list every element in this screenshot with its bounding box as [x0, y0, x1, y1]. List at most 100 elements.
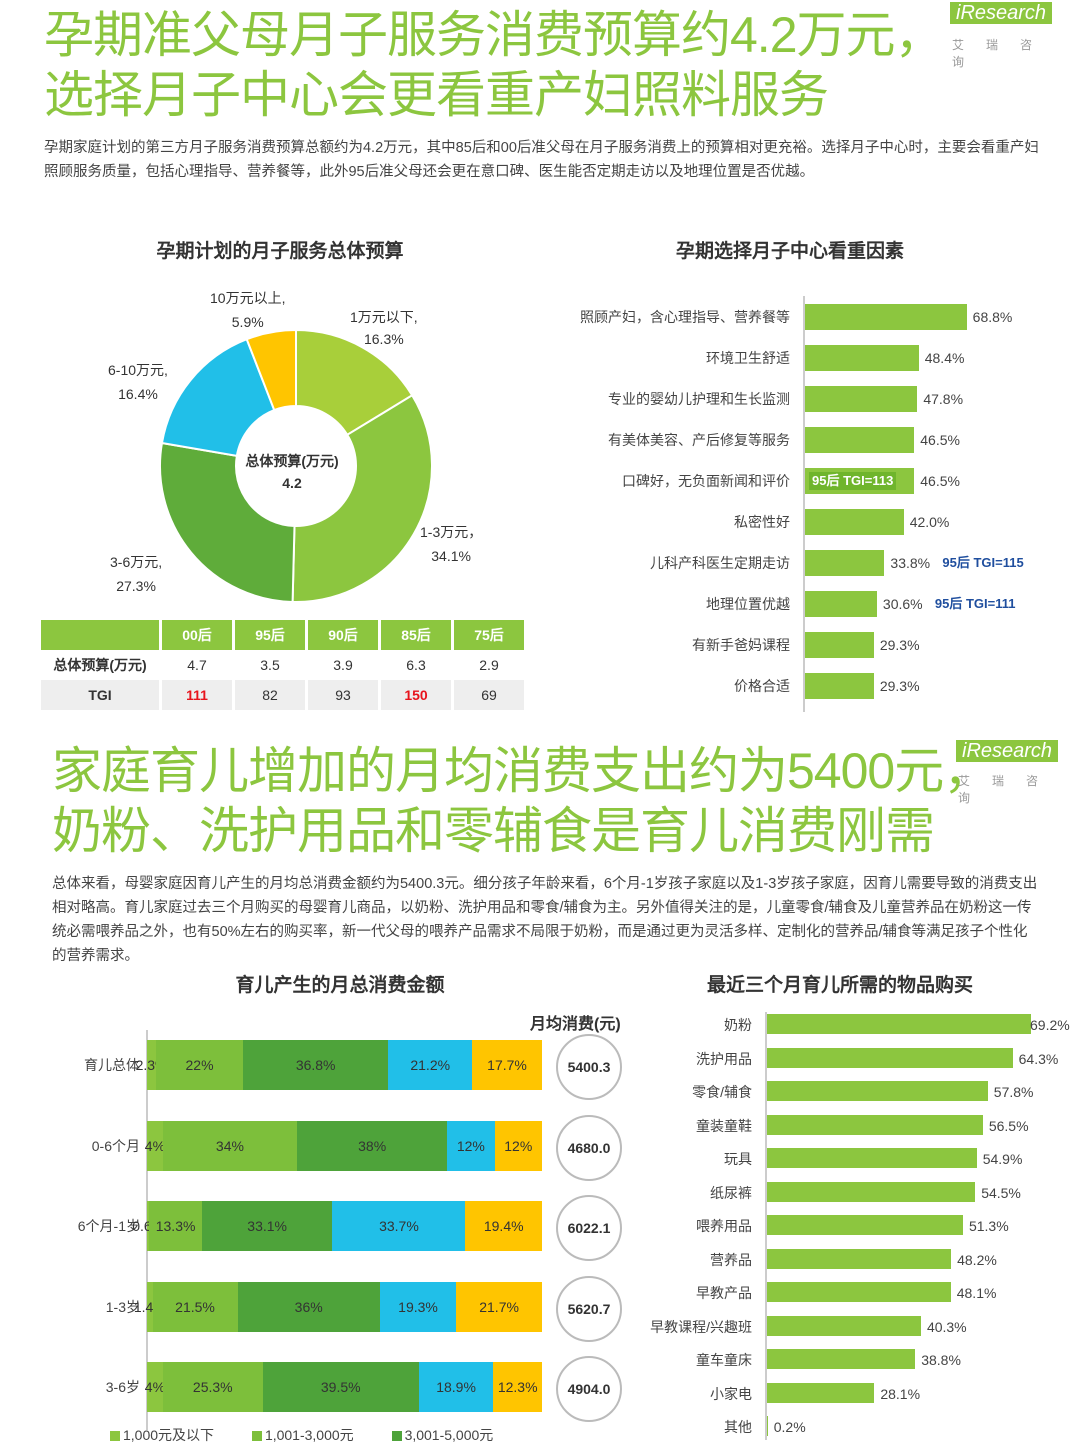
headline-2: 选择月子中心会更看重产妇照料服务	[44, 67, 829, 123]
logo-text: iResearch	[950, 2, 1053, 24]
factor-bar-value: 68.8%	[972, 309, 1013, 325]
legend-item: 1,000元及以下	[110, 1427, 214, 1443]
factor-bar-label: 价格合适	[734, 678, 790, 694]
purchase-bar-value: 48.2%	[957, 1251, 997, 1268]
table-cell: 69	[454, 680, 524, 710]
table-header-cell	[41, 620, 159, 650]
factor-bar-label: 有美体美容、产后修复等服务	[608, 432, 790, 448]
purchase-axis-line	[765, 1012, 767, 1440]
stack-segment: 34%	[162, 1120, 298, 1171]
logo-subtitle-2: 艾瑞咨询	[958, 774, 1061, 805]
factor-bar-label: 环境卫生舒适	[706, 350, 790, 366]
factor-bar	[805, 632, 874, 658]
donut-slice	[245, 328, 297, 412]
donut-label-2: 1-3万元， 34.1%	[420, 520, 482, 568]
stack-row-label: 6个月-1岁	[77, 1218, 140, 1234]
donut-label-5: 10万元以上, 5.9%	[210, 286, 285, 334]
donut-label-pct: 16.4%	[118, 386, 158, 402]
factor-bar-value: 46.5%	[920, 432, 960, 448]
purchase-bar-label: 营养品	[710, 1251, 752, 1268]
donut-label-pct: 34.1%	[431, 548, 471, 564]
stack-segment: 4%	[145, 1362, 165, 1412]
factor-bar-value: 42.0%	[909, 514, 950, 530]
factor-bar	[805, 550, 885, 576]
stack-segment: 18.9%	[418, 1362, 494, 1412]
table-cell: 2.9	[454, 650, 524, 680]
donut-label-name: 10万元以上,	[210, 290, 286, 306]
factor-bar-chart: 照顾产妇，含心理指导、营养餐等 68.8% 环境卫生舒适 48.4% 专业的婴幼儿护理和…	[520, 304, 1060, 714]
stack-segment: 19.3%	[379, 1281, 457, 1332]
donut-label-name: 3-6万元,	[110, 554, 163, 570]
legend-item: 3,001-5,000元	[391, 1427, 493, 1443]
factor-bar-label: 口碑好，无负面新闻和评价	[622, 473, 790, 489]
stack-segment: 39.5%	[262, 1362, 419, 1412]
intro-paragraph-1: 孕期家庭计划的第三方月子服务消费预算总额约为4.2万元，其中85后和00后准父母…	[44, 140, 1039, 180]
monthly-avg-circle: 6022.1	[556, 1195, 622, 1261]
iresearch-logo: iResearch	[950, 2, 1053, 25]
legend-item: 1,001-3,000元	[251, 1427, 354, 1443]
table-cell: 3.9	[308, 650, 378, 680]
factor-bar-label: 专业的婴幼儿护理和生长监测	[608, 391, 790, 407]
stack-legend: 1,000元及以下 1,001-3,000元 3,001-5,000元	[110, 1425, 493, 1445]
purchase-bar-label: 奶粉	[724, 1017, 752, 1033]
purchase-bar-value: 64.3%	[1018, 1050, 1059, 1067]
legend-swatch	[391, 1431, 402, 1442]
intro-paragraph-2: 总体来看，母婴家庭因育儿产生的月均总消费金额约为5400.3元。细分孩子年龄来看…	[52, 876, 1038, 964]
stacked-bar: 1.4% 21.5% 36% 19.3% 21.7%	[134, 1281, 542, 1332]
donut-label-pct: 5.9%	[231, 314, 264, 330]
purchase-bar	[767, 1416, 768, 1436]
table-row: 总体预算(万元) 4.7 3.5 3.9 6.3 2.9	[41, 650, 524, 680]
stack-segment: 4%	[145, 1120, 165, 1171]
donut-slice	[291, 393, 433, 603]
purchase-bar	[767, 1382, 875, 1403]
table-cell-highlight: 111	[162, 680, 232, 710]
donut-slice	[160, 337, 276, 458]
purchase-bar	[767, 1282, 951, 1302]
stacked-bar: 2.3% 22% 36.8% 21.2% 17.7%	[136, 1040, 542, 1090]
purchase-bar-label: 纸尿裤	[710, 1184, 752, 1201]
purchase-bar	[767, 1215, 963, 1235]
purchase-bar	[767, 1114, 983, 1135]
purchase-bar-label: 小家电	[710, 1385, 752, 1402]
monthly-header: 月均消费(元)	[530, 1016, 621, 1033]
stack-segment: 12.3%	[493, 1362, 542, 1412]
stacked-bar-chart: 育儿总体 2.3% 22% 36.8% 21.2% 17.7% 5400.3 0-6个月 4% 3…	[40, 1034, 640, 1422]
purchase-bar-value: 57.8%	[993, 1084, 1034, 1100]
stack-segment: 13.3%	[149, 1201, 202, 1251]
purchase-chart-title: 最近三个月育儿所需的物品购买	[706, 975, 973, 996]
factor-bar-value: 47.8%	[923, 391, 964, 407]
purchase-bar-value: 54.5%	[981, 1184, 1021, 1201]
factor-bar	[805, 509, 904, 535]
factor-bar-value: 46.5%	[920, 473, 960, 489]
purchase-bar-label: 喂养用品	[696, 1218, 752, 1234]
stack-segment: 33.7%	[332, 1201, 466, 1251]
donut-chart	[159, 328, 433, 603]
donut-label-pct: 27.3%	[116, 578, 156, 594]
factor-bar	[805, 386, 918, 412]
stack-segment: 17.7%	[472, 1040, 542, 1090]
headline-1: 孕期准父母月子服务消费预算约4.2万元，	[44, 7, 945, 63]
stack-segment: 38%	[297, 1120, 448, 1171]
donut-label-3: 3-6万元, 27.3%	[110, 550, 162, 598]
purchase-bar	[767, 1349, 916, 1369]
legend-label: 1,000元及以下	[123, 1427, 215, 1443]
purchase-bar	[767, 1248, 952, 1269]
factor-bar	[805, 427, 915, 453]
purchase-bar-label: 玩具	[724, 1151, 752, 1167]
table-row-label: TGI	[41, 680, 159, 710]
purchase-bar	[767, 1148, 977, 1168]
factor-bar-value: 29.3%	[879, 678, 920, 694]
factor-bar-label: 地理位置优越	[706, 596, 790, 612]
table-cell: 6.3	[381, 650, 451, 680]
purchase-bar-label: 洗护用品	[696, 1050, 752, 1067]
purchase-bar-value: 48.1%	[956, 1285, 997, 1301]
donut-label-name: 1万元以下,	[350, 309, 418, 325]
purchase-bar	[767, 1014, 1032, 1034]
donut-label-4: 6-10万元, 16.4%	[108, 358, 168, 406]
monthly-avg-circle: 5620.7	[556, 1275, 622, 1342]
purchase-bar-label: 零食/辅食	[692, 1084, 752, 1100]
factor-bar	[805, 345, 919, 371]
donut-slice	[159, 441, 296, 603]
factor-bar-label: 私密性好	[734, 514, 790, 530]
factor-bar	[805, 304, 967, 330]
